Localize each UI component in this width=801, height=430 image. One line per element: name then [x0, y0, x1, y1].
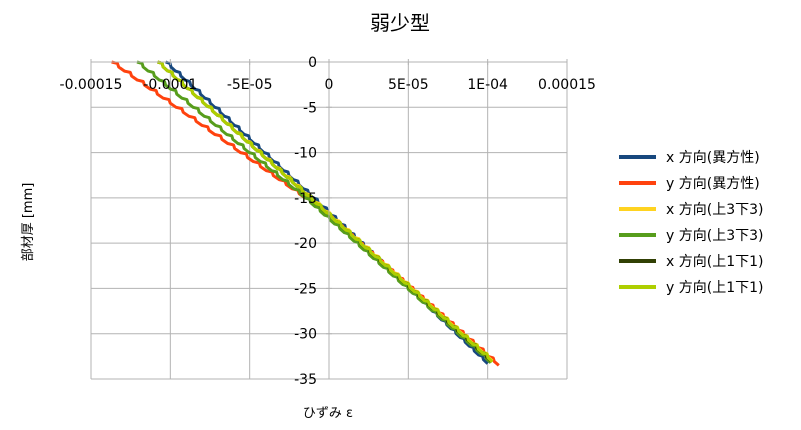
x-tick-label: -5E-05: [227, 77, 273, 93]
y-tick-label: -20: [294, 236, 317, 252]
legend-label: x 方向(上1下1): [666, 254, 763, 270]
y-tick-label: -10: [294, 146, 317, 162]
axes: [90, 59, 568, 380]
x-tick-label: 5E-05: [388, 77, 429, 93]
x-tick-label: 0.00015: [538, 77, 596, 93]
legend-label: x 方向(上3下3): [666, 202, 763, 218]
y-tick-label: -25: [294, 281, 317, 297]
legend-label: y 方向(異方性): [666, 176, 760, 192]
x-axis-title: ひずみ ε: [303, 406, 353, 421]
y-tick-label: -35: [294, 372, 317, 388]
legend-label: x 方向(異方性): [666, 150, 760, 166]
y-tick-label: -5: [303, 100, 317, 116]
y-tick-labels: 0 -5 -10 -15 -20 -25 -30 -35: [294, 55, 317, 388]
x-tick-label: 0: [325, 77, 334, 93]
y-tick-label: 0: [308, 55, 317, 71]
legend: x 方向(異方性) y 方向(異方性) x 方向(上3下3) y 方向(上3下3) x …: [619, 150, 763, 296]
series-lines: [111, 60, 500, 367]
y-axis-title: 部材厚 [mm]: [21, 183, 36, 262]
x-tick-label: -0.0001: [143, 77, 197, 93]
chart-title: 弱少型: [370, 11, 430, 35]
x-tick-label: 1E-04: [467, 77, 508, 93]
legend-label: y 方向(上1下1): [666, 280, 763, 296]
series-line: [157, 60, 494, 363]
x-tick-label: -0.00015: [60, 77, 123, 93]
legend-label: y 方向(上3下3): [666, 228, 763, 244]
y-tick-label: -15: [294, 191, 317, 207]
y-tick-label: -30: [294, 327, 317, 343]
x-tick-labels: -0.00015 -0.0001 -5E-05 0 5E-05 1E-04 0.00015: [60, 77, 596, 93]
